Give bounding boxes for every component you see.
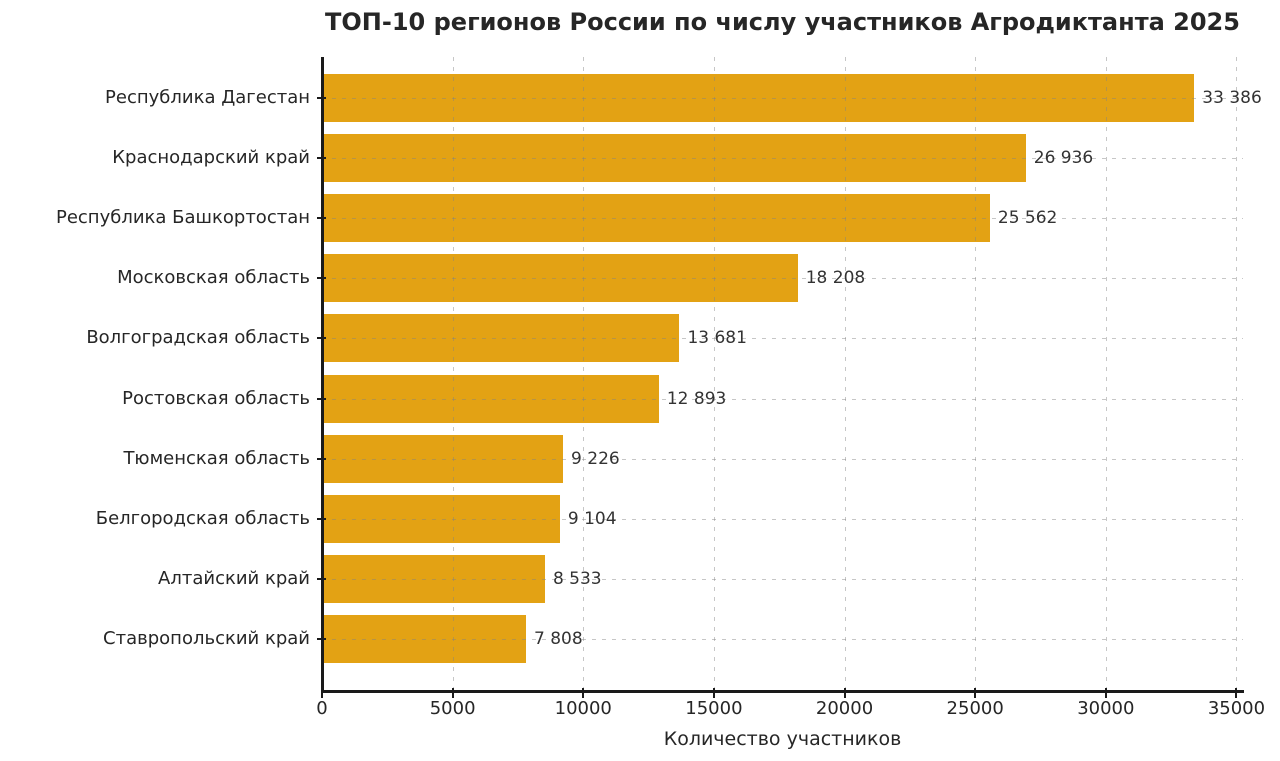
y-axis-label: Тюменская область: [123, 447, 310, 469]
y-axis-label: Алтайский край: [158, 568, 310, 590]
vertical-gridline: [1236, 57, 1238, 690]
horizontal-gridline: [322, 579, 1243, 581]
x-axis-tick: [974, 688, 977, 698]
vertical-gridline: [583, 57, 585, 690]
horizontal-gridline: [322, 458, 1243, 460]
vertical-gridline: [713, 57, 715, 690]
x-axis-tick: [582, 688, 585, 698]
y-axis-tick: [317, 638, 326, 641]
x-axis-tick-label: 25000: [946, 698, 1004, 719]
x-axis-tick-label: 20000: [815, 698, 874, 719]
horizontal-gridline: [322, 217, 1243, 219]
bar-value-label: 9 104: [567, 508, 617, 529]
vertical-gridline: [1105, 57, 1107, 690]
y-axis-label: Краснодарский край: [112, 146, 310, 168]
bar-6: [322, 374, 659, 423]
x-axis-spine: [321, 690, 1244, 693]
x-axis-tick-label: 35000: [1207, 698, 1266, 719]
y-axis-tick: [317, 337, 326, 340]
horizontal-gridline: [322, 157, 1243, 159]
bar-value-label: 18 208: [805, 268, 866, 289]
y-axis-tick: [317, 96, 326, 99]
horizontal-gridline: [322, 338, 1243, 340]
x-axis-tick: [1235, 688, 1238, 698]
x-axis-title: Количество участников: [663, 728, 902, 750]
x-axis-tick: [1104, 688, 1107, 698]
x-axis-tick: [843, 688, 846, 698]
bar-9: [322, 555, 545, 604]
y-axis-tick: [317, 457, 326, 460]
y-axis-tick: [317, 216, 326, 219]
y-axis-spine: [321, 57, 324, 693]
vertical-gridline: [844, 57, 846, 690]
y-axis-tick: [317, 578, 326, 581]
y-axis-label: Московская область: [117, 267, 310, 289]
plot-area: [322, 57, 1243, 690]
vertical-gridline: [452, 57, 454, 690]
bar-value-label: 26 936: [1033, 147, 1094, 168]
horizontal-gridline: [322, 278, 1243, 280]
bar-value-label: 13 681: [687, 328, 747, 349]
bar-7: [322, 434, 564, 483]
bar-value-label: 8 533: [552, 569, 602, 590]
horizontal-gridline: [322, 97, 1243, 99]
bar-8: [322, 494, 560, 543]
bar-3: [322, 193, 990, 242]
x-axis-tick-label: 10000: [554, 698, 612, 719]
horizontal-gridline: [322, 518, 1243, 520]
chart-title: ТОП-10 регионов России по числу участник…: [325, 8, 1240, 36]
bar-1: [322, 73, 1195, 122]
bar-4: [322, 254, 798, 303]
horizontal-gridline: [322, 639, 1243, 641]
y-axis-tick: [317, 156, 326, 159]
x-axis-tick-label: 5000: [429, 698, 476, 719]
x-axis-tick: [451, 688, 454, 698]
y-axis-tick: [317, 397, 326, 400]
y-axis-label: Республика Башкортостан: [55, 206, 310, 228]
y-axis-label: Ставропольский край: [103, 628, 310, 650]
y-axis-label: Ростовская область: [122, 387, 310, 409]
horizontal-gridline: [322, 398, 1243, 400]
vertical-gridline: [975, 57, 977, 690]
bar-value-label: 9 226: [571, 448, 620, 469]
bar-value-label: 7 808: [534, 629, 583, 650]
y-axis-label: Белгородская область: [95, 507, 310, 529]
y-axis-tick: [317, 517, 326, 520]
y-axis-tick: [317, 277, 326, 280]
x-axis-tick-label: 15000: [685, 698, 743, 719]
x-axis-tick: [712, 688, 715, 698]
x-axis-tick-label: 30000: [1077, 698, 1135, 719]
x-axis-tick: [321, 688, 323, 698]
y-axis-label: Республика Дагестан: [105, 86, 310, 108]
y-axis-label: Волгоградская область: [86, 327, 310, 349]
bar-10: [322, 615, 526, 664]
bar-2: [322, 133, 1026, 182]
bar-value-label: 33 386: [1202, 87, 1262, 108]
bar-value-label: 12 893: [666, 388, 727, 409]
x-axis-tick-label: 0: [316, 698, 328, 719]
bar-value-label: 25 562: [997, 207, 1058, 228]
bar-5: [322, 314, 680, 363]
